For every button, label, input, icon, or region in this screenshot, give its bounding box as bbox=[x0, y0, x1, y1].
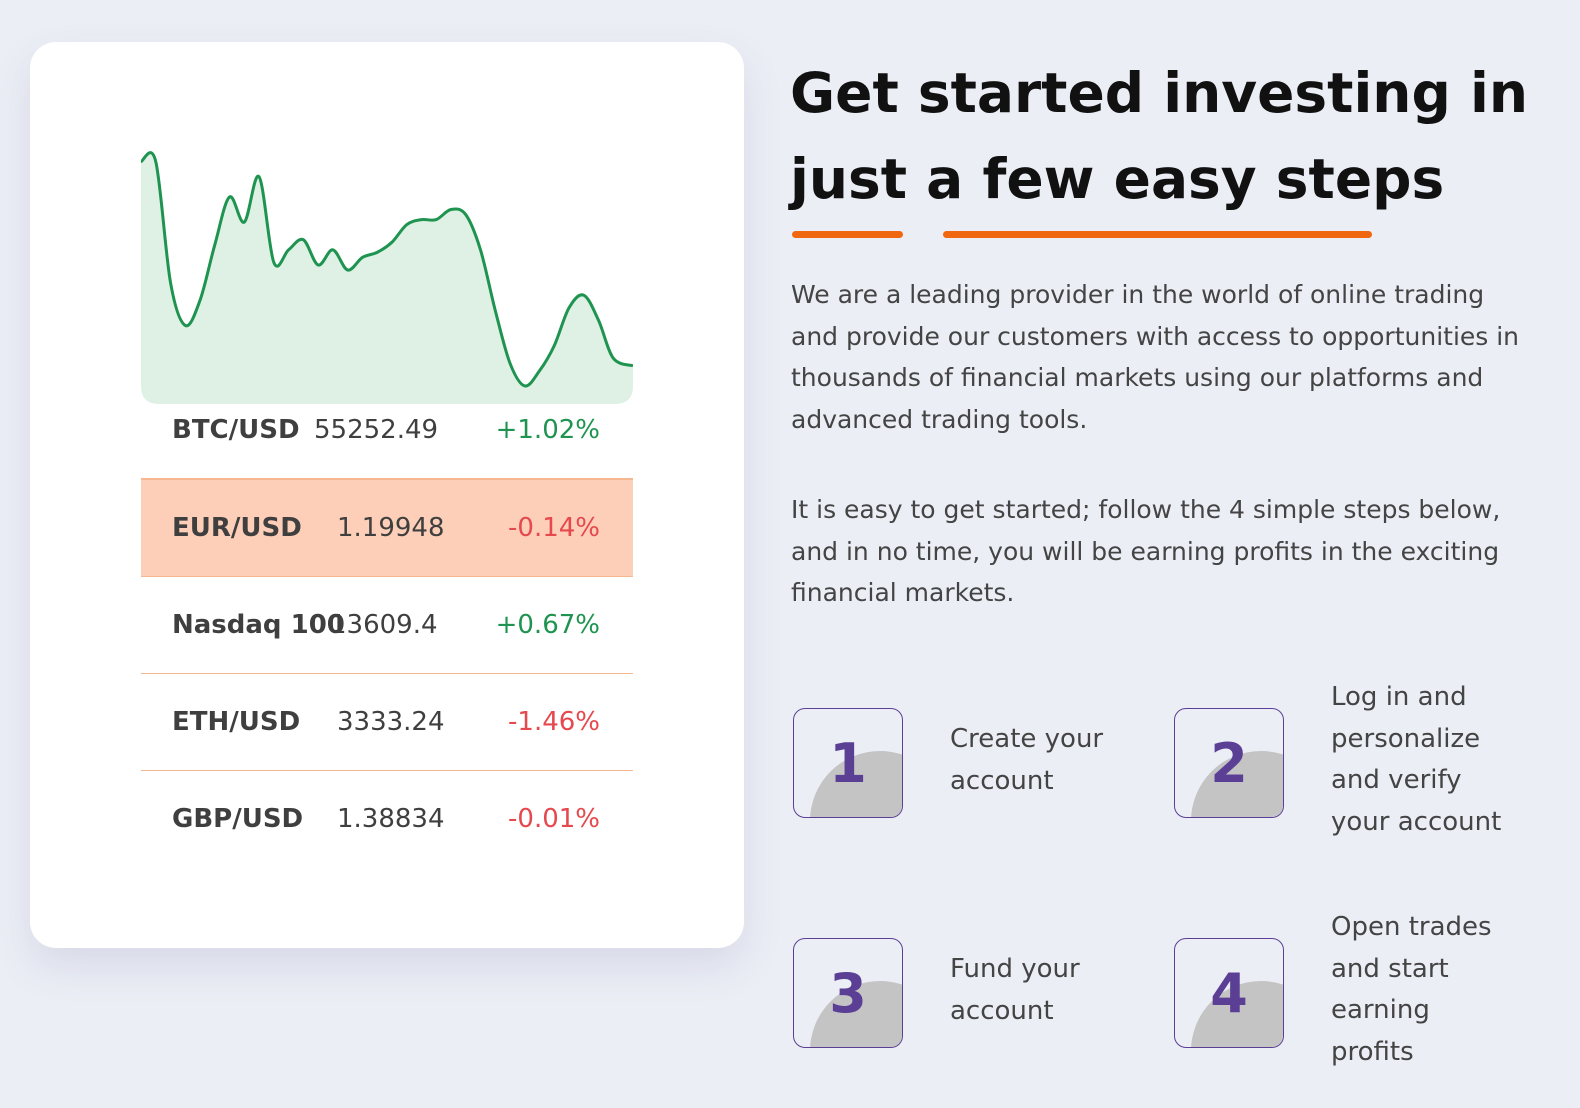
title-underline-long bbox=[943, 231, 1372, 238]
step-number-badge: 3 bbox=[793, 938, 903, 1048]
step-label-line: account bbox=[950, 765, 1054, 796]
step-label-line: and verify bbox=[1331, 765, 1462, 796]
rate-change: +1.02% bbox=[495, 415, 600, 445]
step-label-line: account bbox=[950, 995, 1054, 1026]
price-chart bbox=[141, 151, 633, 404]
step-number: 1 bbox=[829, 731, 867, 795]
hero-title: Get started investing in just a few easy… bbox=[790, 50, 1550, 222]
step-label: Create your account bbox=[950, 719, 1103, 802]
rate-row-gbp[interactable]: GBP/USD 1.38834 -0.01% bbox=[141, 771, 633, 867]
title-underline-short bbox=[792, 231, 903, 238]
hero-title-line2: just a few easy steps bbox=[790, 147, 1445, 211]
step-label-line: profits bbox=[1331, 1037, 1414, 1068]
rate-change: +0.67% bbox=[495, 610, 600, 640]
rate-pair: GBP/USD bbox=[172, 804, 304, 834]
rate-row-nasdaq[interactable]: Nasdaq 100 13609.4 +0.67% bbox=[141, 577, 633, 674]
step-number-badge: 1 bbox=[793, 708, 903, 818]
rate-row-eth[interactable]: ETH/USD 3333.24 -1.46% bbox=[141, 674, 633, 771]
step-number: 2 bbox=[1210, 731, 1248, 795]
step-label: Log in and personalize and verify your a… bbox=[1331, 677, 1501, 844]
step-number-badge: 2 bbox=[1174, 708, 1284, 818]
rate-pair: ETH/USD bbox=[172, 707, 301, 737]
step-label-line: Open trades bbox=[1331, 912, 1492, 942]
rate-change: -0.14% bbox=[508, 513, 600, 543]
steps-paragraph: It is easy to get started; follow the 4 … bbox=[791, 495, 1501, 608]
rate-pair: EUR/USD bbox=[172, 513, 302, 543]
market-card: BTC/USD 55252.49 +1.02% EUR/USD 1.19948 … bbox=[30, 42, 744, 948]
rate-price: 3333.24 bbox=[337, 707, 445, 737]
rates-table: BTC/USD 55252.49 +1.02% EUR/USD 1.19948 … bbox=[141, 382, 633, 867]
step-label: Fund your account bbox=[950, 949, 1080, 1032]
step-number: 3 bbox=[829, 961, 867, 1025]
step-label-line: your account bbox=[1331, 807, 1502, 838]
step-label: Open trades and start earning profits bbox=[1331, 907, 1492, 1074]
rate-change: -1.46% bbox=[508, 707, 600, 737]
rate-price: 13609.4 bbox=[330, 610, 438, 640]
rate-row-btc[interactable]: BTC/USD 55252.49 +1.02% bbox=[141, 382, 633, 479]
rate-price: 1.19948 bbox=[337, 513, 445, 543]
rate-change: -0.01% bbox=[508, 804, 600, 834]
step-number: 4 bbox=[1210, 961, 1248, 1025]
step-label-line: Create your bbox=[950, 724, 1104, 754]
step-label-line: and start bbox=[1331, 953, 1449, 984]
step-label-line: Fund your bbox=[950, 954, 1080, 984]
step-label-line: Log in and bbox=[1331, 682, 1467, 712]
step-label-line: earning bbox=[1331, 995, 1430, 1026]
step-label-line: personalize bbox=[1331, 723, 1481, 754]
rate-price: 1.38834 bbox=[337, 804, 445, 834]
hero-title-line1: Get started investing in bbox=[790, 61, 1528, 125]
rate-pair: BTC/USD bbox=[172, 415, 300, 445]
step-number-badge: 4 bbox=[1174, 938, 1284, 1048]
chart-series-line bbox=[141, 151, 633, 388]
chart-area-fill bbox=[141, 152, 633, 404]
rate-pair: Nasdaq 100 bbox=[172, 610, 345, 640]
rate-row-eur[interactable]: EUR/USD 1.19948 -0.14% bbox=[141, 479, 633, 577]
rate-price: 55252.49 bbox=[314, 415, 439, 445]
intro-paragraph: We are a leading provider in the world o… bbox=[791, 280, 1520, 435]
